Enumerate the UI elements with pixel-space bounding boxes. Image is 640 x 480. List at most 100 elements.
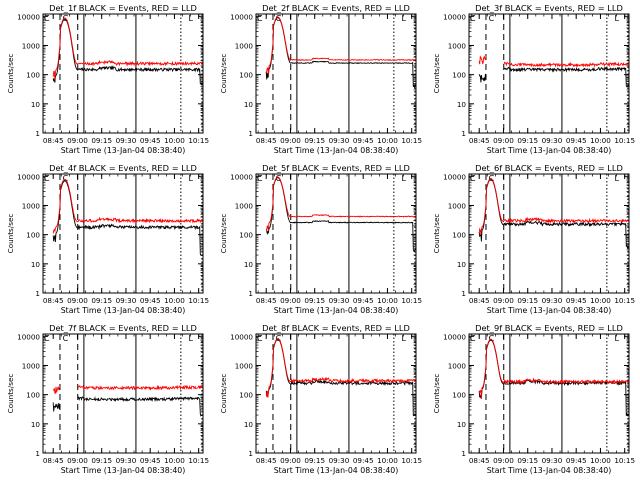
x-tick-label: 09:15 <box>304 456 325 465</box>
y-tick-label: 10000 <box>230 332 253 341</box>
x-tick-label: 09:15 <box>304 296 325 305</box>
corner-mark: C <box>489 334 495 343</box>
x-tick-label: 08:45 <box>469 296 490 305</box>
y-tick-label: 1 <box>248 289 253 298</box>
x-tick-label: 09:45 <box>353 456 374 465</box>
x-tick-label: 10:15 <box>614 456 635 465</box>
y-tick-label: 100 <box>239 71 253 80</box>
x-tick-label: 09:00 <box>493 296 514 305</box>
corner-mark: L <box>188 174 193 183</box>
x-tick-label: 08:45 <box>469 136 490 145</box>
y-axis-label: Counts/sec <box>6 214 15 254</box>
panel-title: Det_5f BLACK = Events, RED = LLD <box>262 163 410 173</box>
y-tick-label: 1000 <box>448 201 467 210</box>
y-tick-label: 10 <box>457 100 467 109</box>
x-tick-label: 10:15 <box>614 136 635 145</box>
plot-frame <box>468 173 630 294</box>
y-tick-label: 1 <box>35 129 40 138</box>
x-tick-label: 09:30 <box>116 296 137 305</box>
x-tick-label: 10:00 <box>377 456 398 465</box>
x-tick-label: 09:00 <box>67 296 88 305</box>
panel-det-7: Det_7f BLACK = Events, RED = LLD 1 10 100 10… <box>6 323 209 475</box>
panel-title: Det_6f BLACK = Events, RED = LLD <box>475 163 623 173</box>
x-tick-label: 08:45 <box>43 456 64 465</box>
y-tick-label: 100 <box>452 391 466 400</box>
plot-frame <box>255 333 417 454</box>
corner-mark: C <box>44 14 50 23</box>
corner-mark: L <box>614 14 619 23</box>
x-tick-label: 09:45 <box>140 296 161 305</box>
x-tick-label: 09:15 <box>91 136 112 145</box>
x-tick-label: 08:45 <box>469 456 490 465</box>
plot-frame <box>468 13 630 134</box>
corner-mark: L <box>188 14 193 23</box>
series-line-events <box>52 180 203 256</box>
series-line-events <box>478 66 629 88</box>
y-tick-label: 1000 <box>448 41 467 50</box>
y-tick-label: 1000 <box>448 361 467 370</box>
x-tick-label: 09:45 <box>140 136 161 145</box>
x-tick-label: 09:15 <box>304 136 325 145</box>
y-tick-label: 10 <box>457 420 467 429</box>
x-tick-label: 09:15 <box>517 136 538 145</box>
series-line-lld <box>478 338 629 400</box>
x-tick-label: 09:45 <box>566 456 587 465</box>
plot-frame <box>42 13 204 134</box>
x-tick-label: 10:15 <box>188 456 209 465</box>
corner-mark: C <box>489 14 495 23</box>
x-tick-label: 09:30 <box>542 136 563 145</box>
y-tick-label: 1 <box>461 289 466 298</box>
x-axis-label: Start Time (13-Jan-04 08:38:40) <box>274 306 399 315</box>
corner-mark: C <box>470 174 476 183</box>
y-tick-label: 100 <box>26 391 40 400</box>
x-tick-label: 09:00 <box>280 456 301 465</box>
x-tick-label: 09:45 <box>140 456 161 465</box>
series-line-lld <box>478 177 629 235</box>
corner-mark: L <box>401 174 406 183</box>
series-line-lld <box>52 384 203 394</box>
x-axis-label: Start Time (13-Jan-04 08:38:40) <box>274 466 399 475</box>
panel-title: Det_4f BLACK = Events, RED = LLD <box>49 163 197 173</box>
y-axis-label: Counts/sec <box>219 214 228 254</box>
y-axis-label: Counts/sec <box>6 374 15 414</box>
x-tick-label: 08:45 <box>43 136 64 145</box>
x-tick-label: 08:45 <box>43 296 64 305</box>
corner-mark: C <box>44 334 50 343</box>
x-tick-label: 10:00 <box>164 136 185 145</box>
corner-mark: L <box>401 334 406 343</box>
x-tick-label: 09:15 <box>91 456 112 465</box>
x-tick-label: 10:15 <box>401 136 422 145</box>
y-tick-label: 1 <box>35 289 40 298</box>
panel-det-2: Det_2f BLACK = Events, RED = LLD 1 10 100 10… <box>219 3 422 155</box>
x-tick-label: 10:00 <box>164 296 185 305</box>
x-tick-label: 09:30 <box>116 456 137 465</box>
y-tick-label: 1000 <box>22 201 41 210</box>
corner-mark: C <box>63 334 69 343</box>
y-tick-label: 1000 <box>235 361 254 370</box>
x-tick-label: 09:45 <box>353 296 374 305</box>
y-axis-label: Counts/sec <box>6 54 15 94</box>
y-tick-label: 10000 <box>443 12 466 21</box>
panel-det-5: Det_5f BLACK = Events, RED = LLD 1 10 100 10… <box>219 163 422 315</box>
panel-det-1: Det_1f BLACK = Events, RED = LLD 1 10 100 10… <box>6 3 209 155</box>
y-tick-label: 10000 <box>17 332 40 341</box>
x-tick-label: 10:00 <box>377 136 398 145</box>
y-tick-label: 10 <box>244 100 254 109</box>
series-line-events <box>52 18 203 86</box>
x-axis-label: Start Time (13-Jan-04 08:38:40) <box>61 466 186 475</box>
x-axis-label: Start Time (13-Jan-04 08:38:40) <box>487 306 612 315</box>
y-axis-label: Counts/sec <box>432 214 441 254</box>
y-tick-label: 10000 <box>443 172 466 181</box>
corner-mark: C <box>257 14 263 23</box>
corner-mark: L <box>614 174 619 183</box>
x-tick-label: 09:15 <box>517 456 538 465</box>
x-tick-label: 09:00 <box>493 136 514 145</box>
y-tick-label: 1 <box>35 449 40 458</box>
y-tick-label: 10 <box>457 260 467 269</box>
y-tick-label: 1 <box>461 129 466 138</box>
y-tick-label: 10000 <box>17 12 40 21</box>
x-tick-label: 09:00 <box>67 456 88 465</box>
corner-mark: C <box>63 174 69 183</box>
x-tick-label: 10:00 <box>590 136 611 145</box>
x-tick-label: 10:15 <box>188 296 209 305</box>
